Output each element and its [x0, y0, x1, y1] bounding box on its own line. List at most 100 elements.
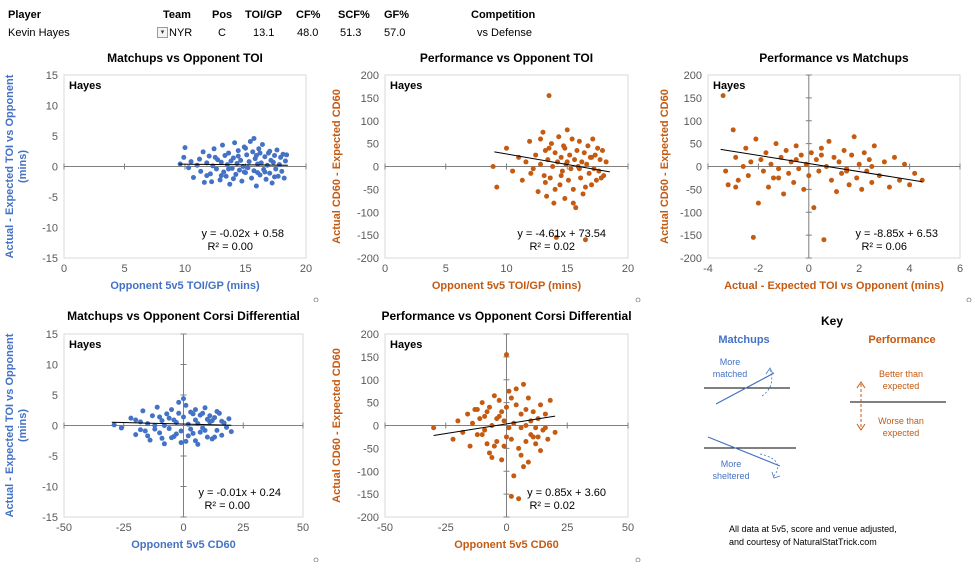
data-point: [270, 159, 276, 165]
data-point: [518, 452, 524, 458]
data-point: [783, 147, 789, 153]
x-tick-label: 0: [806, 263, 812, 275]
data-point: [185, 433, 191, 439]
player-label: Hayes: [390, 339, 422, 351]
data-point: [133, 417, 139, 423]
data-point: [559, 168, 565, 174]
data-point: [765, 184, 771, 190]
y-tick-label: -200: [357, 512, 379, 524]
y-tick-label: -100: [680, 207, 702, 219]
data-point: [768, 161, 774, 167]
y-tick-label: -150: [680, 230, 702, 242]
data-point: [224, 424, 230, 430]
data-point: [791, 180, 797, 186]
data-point: [567, 152, 573, 158]
data-point: [533, 441, 539, 447]
trendline: [433, 415, 556, 437]
data-point: [540, 129, 546, 135]
data-point: [796, 166, 802, 172]
y-tick-label: -150: [357, 230, 379, 242]
data-point: [818, 152, 824, 158]
data-point: [152, 426, 158, 432]
data-point: [743, 145, 749, 151]
data-point: [491, 443, 497, 449]
data-point: [565, 177, 571, 183]
x-tick-label: -4: [703, 263, 713, 275]
arrow-down-icon: [856, 423, 866, 431]
data-point: [145, 421, 151, 427]
header-label-toigp: TOI/GP: [245, 9, 283, 21]
data-point: [149, 413, 155, 419]
data-point: [530, 409, 536, 415]
data-point: [226, 166, 232, 172]
data-point: [431, 425, 437, 431]
y-tick-label: -50: [686, 184, 702, 196]
x-tick-label: 25: [561, 522, 573, 534]
data-point: [907, 182, 913, 188]
data-point: [564, 127, 570, 133]
data-point: [202, 427, 208, 433]
data-point: [137, 427, 143, 433]
chart-title: Performance vs Opponent Corsi Differenti…: [381, 309, 631, 323]
data-point: [535, 189, 541, 195]
data-point: [521, 381, 527, 387]
data-point: [159, 418, 165, 424]
resize-handle-icon: [313, 557, 319, 562]
player-label: Hayes: [69, 339, 101, 351]
data-point: [535, 434, 541, 440]
data-point: [496, 397, 502, 403]
data-point: [740, 164, 746, 169]
y-tick-label: 10: [46, 101, 58, 113]
data-point: [519, 177, 525, 183]
header-value-gf: 57.0: [384, 27, 406, 39]
data-point: [528, 170, 534, 176]
y-tick-label: 0: [373, 162, 379, 174]
y-tick-label: 200: [361, 70, 379, 82]
player-label: Hayes: [713, 80, 745, 92]
x-tick-label: 10: [179, 263, 191, 275]
data-point: [836, 159, 842, 165]
x-tick-label: 0: [503, 522, 509, 534]
data-point: [556, 134, 562, 140]
data-point: [128, 415, 134, 421]
chart-performance-vs-opponent-corsi: Performance vs Opponent Corsi Differenti…: [331, 309, 641, 562]
data-point: [195, 421, 201, 427]
data-point: [508, 395, 514, 401]
header-label-cf: CF%: [296, 9, 321, 21]
data-point: [569, 136, 575, 142]
data-point: [214, 408, 220, 414]
y-tick-label: 50: [367, 398, 379, 410]
data-point: [173, 431, 179, 437]
key-worse-line2: expected: [883, 428, 920, 438]
x-tick-label: 5: [121, 263, 127, 275]
footer-note-line1: All data at 5v5, score and venue adjuste…: [729, 524, 897, 534]
x-tick-label: -50: [377, 522, 393, 534]
data-point: [538, 448, 544, 454]
data-point: [548, 141, 554, 147]
data-point: [192, 417, 198, 423]
x-tick-label: -2: [754, 263, 764, 275]
x-tick-label: 0: [61, 263, 67, 275]
data-point: [262, 169, 268, 175]
data-point: [154, 404, 160, 410]
y-tick-label: 5: [52, 131, 58, 143]
data-point: [241, 169, 247, 175]
y-tick-label: -5: [48, 192, 58, 204]
data-point: [755, 200, 761, 206]
data-point: [147, 437, 153, 443]
data-point: [871, 143, 877, 149]
resize-handle-icon: [966, 297, 972, 302]
key-panel: Key Matchups Performance More matched Mo…: [704, 314, 946, 547]
data-point: [584, 161, 590, 167]
team-dropdown-arrow-icon[interactable]: ▾: [157, 27, 168, 38]
data-point: [562, 145, 568, 151]
data-point: [516, 445, 522, 451]
data-point: [484, 409, 490, 415]
data-point: [599, 147, 605, 153]
data-point: [553, 234, 559, 240]
data-point: [465, 411, 471, 417]
data-point: [861, 150, 867, 156]
data-point: [284, 152, 290, 158]
data-point: [834, 189, 840, 195]
data-point: [533, 152, 539, 158]
